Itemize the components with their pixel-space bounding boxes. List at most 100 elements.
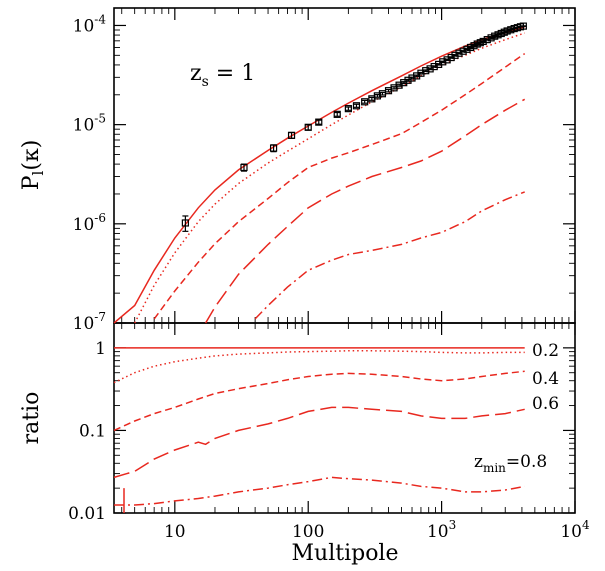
- point-marker: [463, 45, 471, 53]
- ytick-exponent: -7: [94, 310, 106, 324]
- bottom-panel-curves: [113, 347, 525, 513]
- xtick-exponent: 3: [449, 518, 457, 532]
- ylabel-sub: l: [29, 170, 47, 175]
- point-marker: [344, 105, 352, 113]
- curve-label-main: z: [474, 452, 483, 472]
- point-marker: [459, 47, 467, 55]
- point-marker: [408, 74, 416, 82]
- data-point: [333, 110, 341, 118]
- top-panel-frame: [113, 7, 576, 324]
- data-point: [503, 27, 511, 35]
- top-series-longdash: [204, 98, 526, 324]
- top-ytick-label: 10-4: [73, 12, 107, 36]
- curve-label-text: =0.8: [506, 452, 547, 472]
- xtick-mantissa: 10: [164, 522, 186, 542]
- ytick-mantissa: 10: [73, 116, 95, 136]
- xtick-label: 104: [560, 518, 590, 542]
- point-marker: [447, 53, 455, 62]
- top-series-dashdot: [254, 191, 525, 320]
- data-point: [315, 118, 323, 126]
- curve-label: 0.2: [532, 341, 559, 361]
- point-marker: [240, 163, 248, 172]
- data-point: [483, 36, 491, 44]
- top-ytick-label: 10-6: [73, 211, 106, 235]
- annotation-main: z: [190, 61, 202, 86]
- bottom-series-dashed: [113, 370, 525, 432]
- xtick-exponent: 4: [582, 518, 590, 532]
- curve-label-sub: min: [483, 461, 506, 475]
- source-redshift-annotation: zs = 1: [190, 61, 255, 90]
- bottom-panel-curve-labels: 0.2 0.4 0.6 zmin=0.8: [474, 341, 559, 475]
- point-marker: [304, 123, 312, 131]
- point-marker: [443, 56, 451, 64]
- data-point: [430, 62, 438, 71]
- point-marker: [426, 65, 434, 73]
- curve-label: 0.4: [532, 369, 559, 389]
- ylabel-main: P: [19, 175, 44, 190]
- top-series-dashed: [153, 52, 526, 320]
- ytick-mantissa: 10: [73, 314, 95, 334]
- data-point: [287, 131, 296, 139]
- point-marker: [400, 79, 408, 87]
- point-marker: [455, 49, 463, 57]
- data-point: [519, 22, 527, 30]
- point-marker: [361, 98, 369, 106]
- top-series-solid: [113, 26, 525, 324]
- point-marker: [503, 27, 511, 35]
- xtick-mantissa: 10: [560, 522, 582, 542]
- data-point: [479, 37, 487, 46]
- point-marker: [269, 144, 278, 152]
- point-marker: [373, 92, 381, 100]
- curve-label: zmin=0.8: [474, 452, 547, 475]
- ytick-exponent: -4: [94, 12, 106, 26]
- ytick-mantissa: 10: [73, 16, 95, 36]
- point-marker: [404, 76, 412, 84]
- point-marker: [430, 62, 438, 71]
- xtick-label: 103: [427, 518, 456, 542]
- point-marker: [439, 58, 447, 66]
- point-marker: [483, 36, 491, 44]
- bottom-panel-ticks: [114, 322, 576, 514]
- point-marker: [287, 131, 296, 139]
- point-marker: [352, 102, 361, 110]
- xtick-label: 100: [292, 522, 324, 542]
- data-point: [304, 123, 312, 131]
- point-marker: [333, 110, 341, 118]
- point-marker: [451, 51, 459, 59]
- bottom-y-axis-title: ratio: [19, 392, 44, 445]
- ytick-exponent: -5: [94, 112, 106, 126]
- bottom-series-longdash: [113, 406, 525, 479]
- x-axis-title: Multipole: [292, 541, 399, 566]
- bottom-ytick-label: 0.1: [79, 421, 106, 441]
- bottom-panel-frame: [113, 322, 576, 514]
- data-point: [344, 105, 352, 113]
- data-point: [240, 163, 248, 172]
- xtick-label: 10: [164, 522, 186, 542]
- point-marker: [315, 118, 323, 126]
- point-marker: [181, 219, 189, 227]
- top-panel-curves: [113, 26, 526, 324]
- data-point: [181, 215, 189, 232]
- bottom-series-dashdot: [114, 476, 525, 506]
- point-marker: [519, 22, 527, 30]
- data-point: [463, 45, 471, 53]
- bottom-ytick-label: 0.01: [68, 504, 106, 524]
- annotation-rest: = 1: [209, 61, 255, 86]
- top-y-axis-title: Pl(κ): [19, 140, 47, 191]
- bottom-ytick-label: 1: [95, 339, 106, 359]
- top-ytick-label: 10-7: [73, 310, 106, 334]
- ylabel-arg: (κ): [19, 140, 44, 171]
- top-panel-data-points: [181, 22, 527, 232]
- data-point: [459, 47, 467, 55]
- ytick-exponent: -6: [94, 211, 106, 225]
- point-marker: [422, 67, 430, 75]
- x-axis-tick-labels: 10 100 103 104: [164, 518, 590, 542]
- point-marker: [479, 37, 487, 46]
- data-point: [361, 98, 369, 106]
- bottom-series-dotted: [113, 350, 525, 384]
- ytick-mantissa: 10: [73, 215, 95, 235]
- xtick-mantissa: 100: [292, 522, 324, 542]
- top-ytick-label: 10-5: [73, 112, 106, 136]
- data-point: [455, 49, 463, 57]
